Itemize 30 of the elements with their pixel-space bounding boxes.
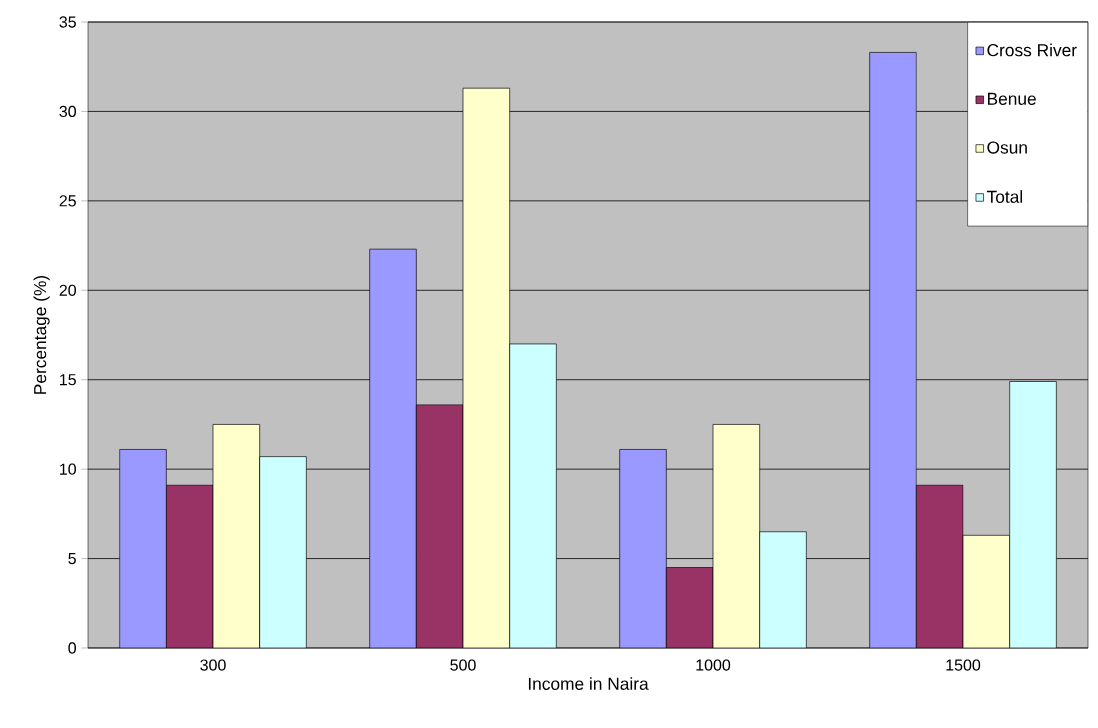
bar [212, 424, 261, 648]
y-tick-label: 10 [60, 463, 76, 475]
y-tick-label: 30 [59, 105, 76, 118]
y-tick-label: 20 [59, 284, 76, 296]
legend-label: Osun [987, 141, 1027, 154]
bar [1009, 381, 1057, 648]
y-tick-label: 15 [60, 374, 76, 386]
y-tick-label: 25 [59, 195, 76, 207]
legend-label: Benue [987, 92, 1036, 105]
bar [369, 248, 417, 648]
legend-label: Total [986, 190, 1023, 203]
y-tick-label: 5 [68, 553, 76, 565]
bar [712, 424, 761, 648]
bar [619, 449, 667, 648]
y-tick-label: 0 [68, 642, 77, 654]
x-tick-label: 300 [200, 659, 226, 671]
bar [462, 87, 511, 648]
y-tick-label: 35 [59, 16, 76, 28]
x-tick-label: 500 [450, 659, 476, 671]
bar [119, 449, 167, 648]
x-axis-title: Income in Naira [528, 677, 649, 690]
bar [259, 456, 307, 648]
legend-label: Cross River [987, 43, 1077, 57]
x-tick-label: 1500 [946, 659, 981, 671]
bar [962, 534, 1011, 648]
bar [759, 531, 807, 648]
bar [509, 343, 557, 648]
y-axis-title: Percentage (%) [33, 275, 50, 394]
x-tick-label: 1000 [696, 659, 731, 671]
bar [869, 52, 917, 648]
